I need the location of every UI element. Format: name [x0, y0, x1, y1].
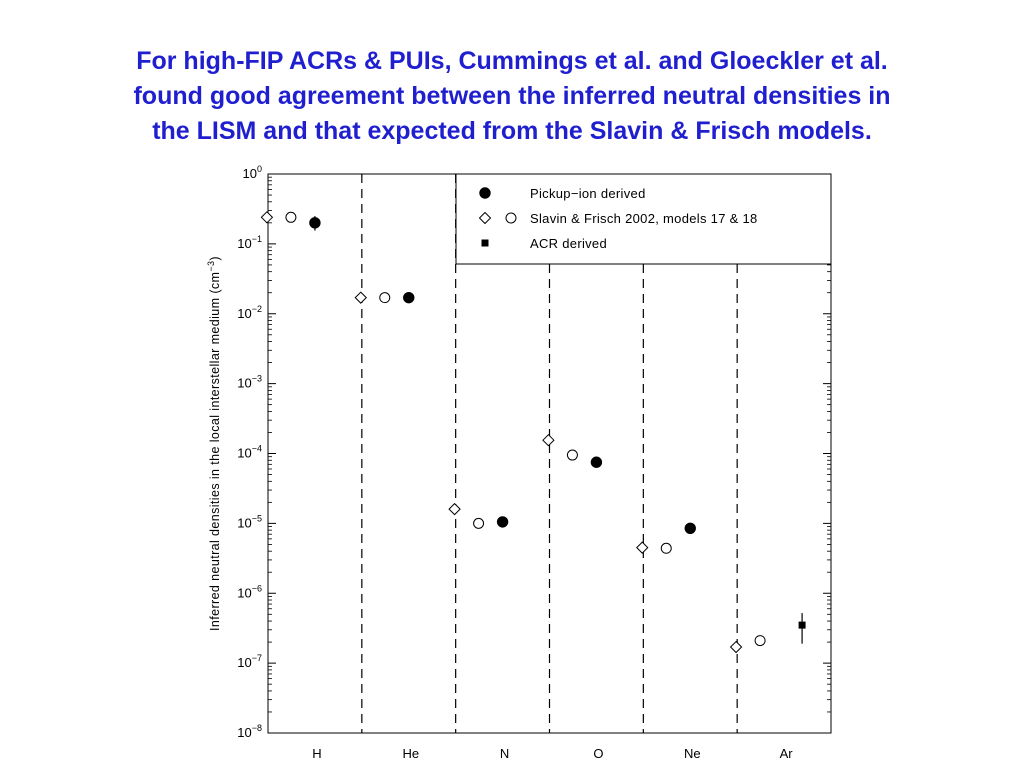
legend-box	[455, 173, 832, 265]
legend-marker-square-filled	[481, 239, 489, 247]
data-point-circle-open-o	[566, 449, 578, 461]
data-point-diamond-ne	[636, 541, 649, 554]
title-line-1: For high-FIP ACRs & PUIs, Cummings et al…	[136, 47, 888, 75]
y-tick-label: 10−1	[237, 234, 262, 251]
y-tick-label: 10−8	[237, 723, 262, 740]
legend-marker-circle-filled	[479, 187, 491, 199]
data-point-circle-open-he	[379, 292, 391, 304]
data-point-diamond-ar	[729, 640, 743, 654]
data-point-diamond-he	[354, 291, 367, 304]
y-tick-label: 100	[243, 164, 262, 181]
data-point-square-filled-ar	[798, 621, 806, 629]
category-label-ar: Ar	[780, 746, 794, 761]
data-point-circle-open-ar	[754, 635, 766, 647]
legend-label: Slavin & Frisch 2002, models 17 & 18	[530, 211, 758, 226]
y-tick-label: 10−4	[237, 444, 262, 461]
data-point-circle-open-ne	[660, 542, 672, 554]
y-axis-label: Inferred neutral densities in the local …	[206, 256, 222, 631]
data-point-circle-filled-h	[309, 217, 321, 229]
y-tick-label: 10−3	[237, 374, 262, 391]
data-point-circle-filled-he	[403, 291, 415, 304]
y-tick-label: 10−5	[237, 513, 262, 530]
y-tick-label: 10−6	[237, 583, 262, 600]
data-point-circle-filled-n	[496, 516, 509, 528]
y-tick-label: 10−7	[237, 653, 262, 670]
data-point-circle-filled-o	[590, 456, 603, 468]
slide-title: For high-FIP ACRs & PUIs, Cummings et al…	[40, 44, 984, 149]
category-label-ne: Ne	[684, 746, 701, 761]
data-point-circle-filled-ne	[684, 522, 696, 535]
y-tick-label: 10−2	[237, 304, 262, 321]
legend-marker-diamond	[478, 211, 492, 225]
data-point-circle-open-h	[285, 211, 297, 223]
data-point-diamond-n	[448, 502, 461, 516]
legend-label: ACR derived	[530, 236, 607, 251]
title-line-2: found good agreement between the inferre…	[133, 82, 891, 110]
data-point-diamond-h	[260, 211, 274, 224]
category-label-n: N	[500, 746, 509, 761]
title-line-3: the LISM and that expected from the Slav…	[152, 117, 872, 145]
data-point-circle-open-n	[473, 517, 485, 529]
category-label-he: He	[402, 746, 419, 761]
legend-marker-circle-open	[505, 212, 517, 224]
data-point-diamond-o	[542, 433, 555, 447]
category-label-o: O	[593, 746, 603, 761]
legend-label: Pickup−ion derived	[530, 186, 646, 201]
category-label-h: H	[312, 746, 321, 761]
